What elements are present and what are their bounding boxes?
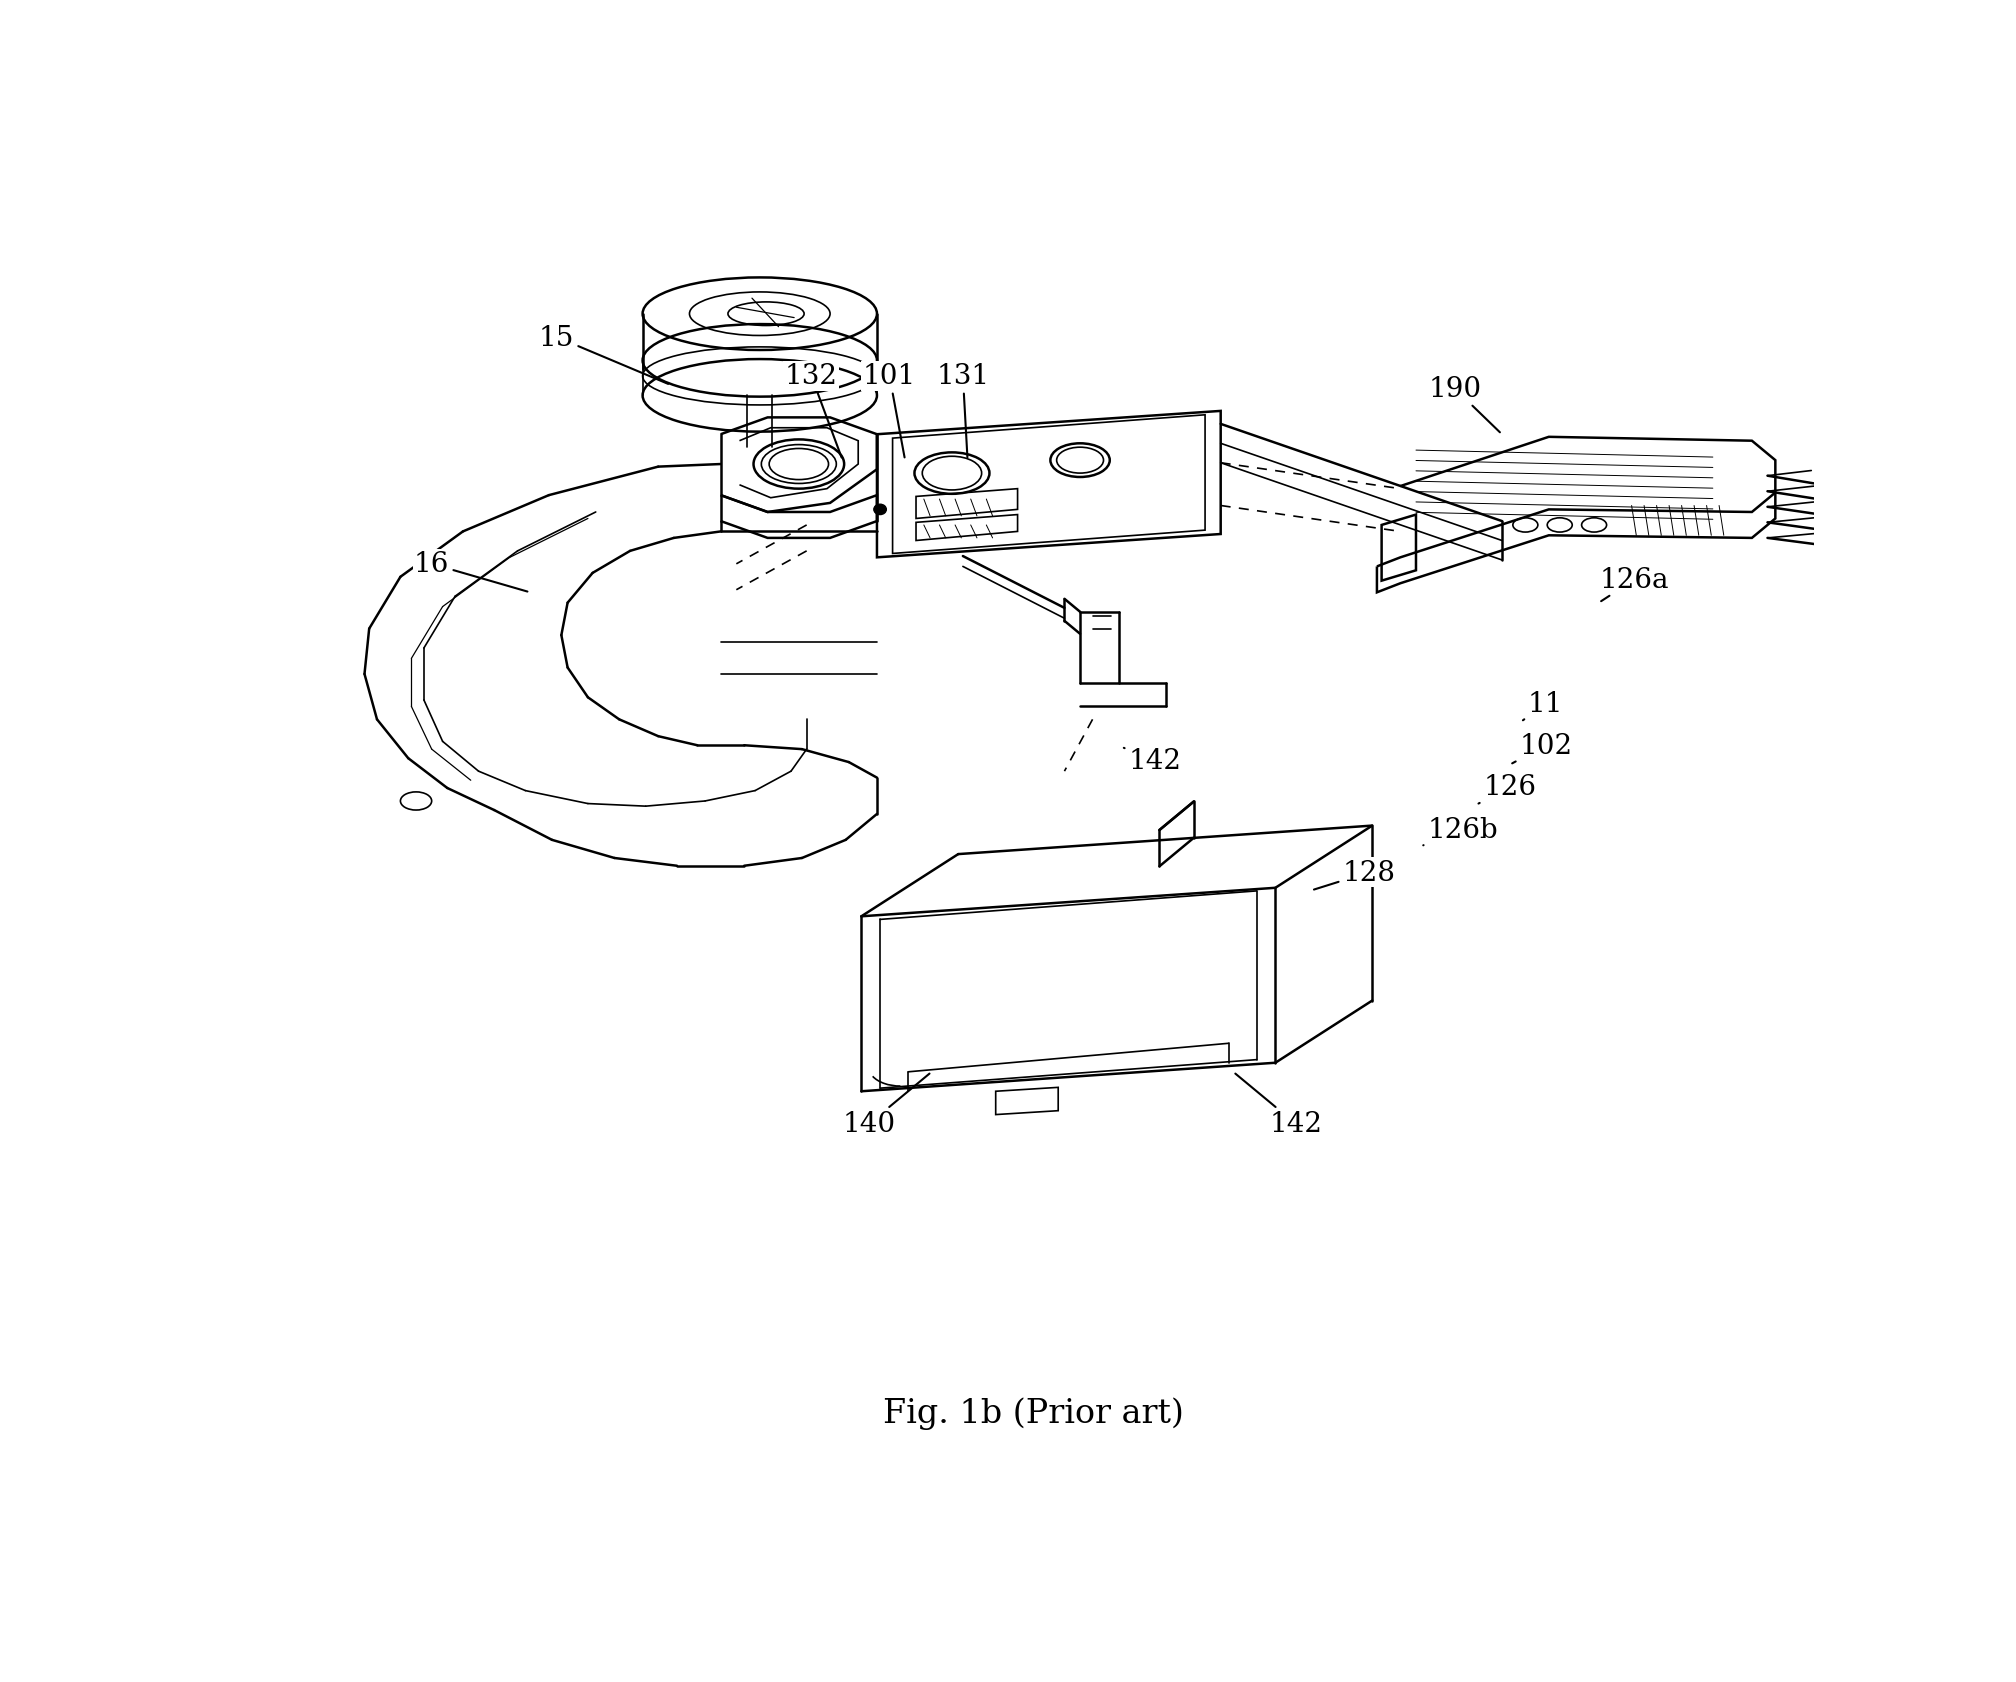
Text: 128: 128 xyxy=(1314,860,1395,890)
Text: 126b: 126b xyxy=(1423,816,1498,846)
Text: 15: 15 xyxy=(538,325,667,385)
Text: 126: 126 xyxy=(1478,774,1536,804)
Text: 140: 140 xyxy=(843,1073,929,1137)
Text: 142: 142 xyxy=(1236,1073,1322,1137)
Circle shape xyxy=(873,505,887,515)
Text: 102: 102 xyxy=(1512,732,1572,764)
Text: 101: 101 xyxy=(863,363,915,458)
Text: 126a: 126a xyxy=(1601,567,1669,602)
Text: 142: 142 xyxy=(1123,748,1181,775)
Text: 190: 190 xyxy=(1429,377,1500,432)
Text: 131: 131 xyxy=(935,363,990,458)
Text: 16: 16 xyxy=(413,552,528,592)
Text: Fig. 1b (Prior art): Fig. 1b (Prior art) xyxy=(883,1396,1183,1430)
Text: 11: 11 xyxy=(1522,691,1564,722)
Text: 132: 132 xyxy=(784,363,841,458)
